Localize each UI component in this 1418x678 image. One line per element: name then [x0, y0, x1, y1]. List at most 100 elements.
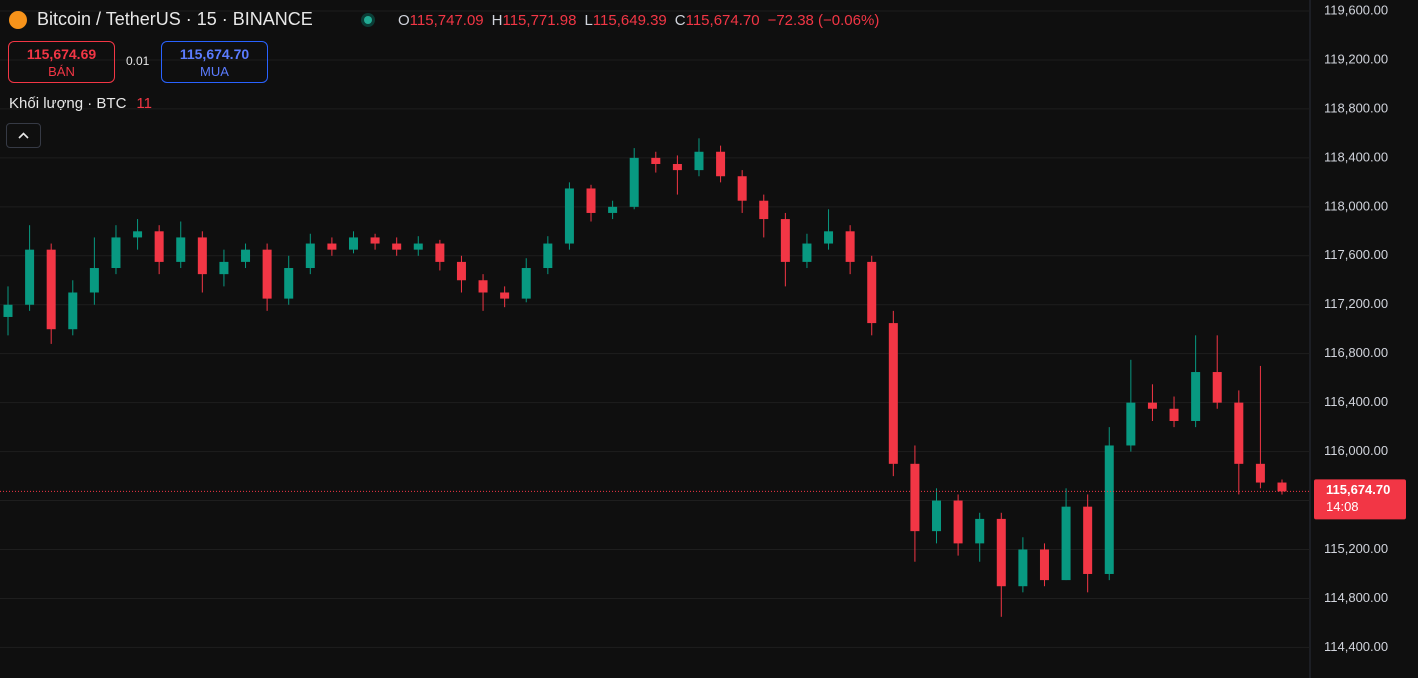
candle-body [1126, 402, 1136, 446]
sell-button[interactable]: 115,674.69 BÁN [8, 41, 115, 83]
candle-body [608, 206, 618, 213]
candle-body [1061, 506, 1071, 581]
ohlc-label: C [674, 12, 686, 29]
candle-body [716, 151, 726, 177]
candle-body [1018, 549, 1028, 587]
candle-body [910, 463, 920, 532]
status-dot [364, 16, 372, 24]
candle-body [327, 243, 337, 250]
sell-price: 115,674.69 [26, 46, 97, 62]
candle-body [370, 237, 380, 244]
buy-label: MUA [200, 64, 229, 79]
candle-body [564, 188, 574, 244]
candle-body [154, 231, 164, 262]
candle-body [176, 237, 186, 262]
change: −72.38 (−0.06%) [767, 12, 880, 29]
candle-body [241, 249, 251, 262]
last-price-badge [1314, 479, 1406, 520]
candle-body [1039, 549, 1049, 581]
volume-label: Khối lượng · BTC [9, 95, 127, 112]
ohlc-label: L [584, 12, 593, 29]
y-tick-label: 118,800.00 [1324, 100, 1388, 115]
candle-body [435, 243, 445, 262]
candle-body [759, 200, 769, 220]
candle-body [845, 231, 855, 262]
y-tick-label: 117,200.00 [1324, 296, 1388, 311]
candle-body [219, 261, 229, 275]
candle-body [456, 261, 466, 281]
candle-body [586, 188, 596, 213]
candle-body [133, 231, 143, 238]
y-tick-label: 116,000.00 [1324, 443, 1388, 458]
candle-body [111, 237, 121, 269]
buy-price: 115,674.70 [179, 46, 250, 62]
ohlc-legend: O115,747.09 H115,771.98 L115,649.39 C115,67… [398, 12, 887, 29]
candle-body [68, 292, 78, 330]
candle-body [694, 151, 704, 171]
candle-body [1191, 372, 1201, 421]
candle-body [1255, 463, 1265, 483]
candle-body [305, 243, 315, 269]
buy-button[interactable]: 115,674.70 MUA [161, 41, 268, 83]
candle-body [500, 292, 510, 299]
candle-body [996, 518, 1006, 587]
candle-body [25, 249, 35, 305]
y-tick-label: 114,800.00 [1324, 590, 1388, 605]
candle-body [867, 261, 877, 324]
candle-body [1234, 402, 1244, 464]
candle-body [672, 163, 682, 171]
y-tick-label: 116,800.00 [1324, 345, 1388, 360]
volume-legend: Khối lượng · BTC 11 [9, 95, 152, 112]
candle-body [543, 243, 553, 269]
candle-body [392, 243, 402, 250]
y-tick-label: 116,400.00 [1324, 394, 1388, 409]
candle-body [1169, 408, 1179, 421]
candle-body [262, 249, 272, 299]
status-halo [361, 13, 375, 27]
coin-icon [9, 11, 27, 29]
last-price-label: 115,674.70 [1326, 482, 1390, 497]
candle-body [413, 243, 423, 250]
y-tick-label: 118,400.00 [1324, 149, 1388, 164]
candle-body [802, 243, 812, 262]
candle-body [824, 231, 834, 244]
ohlc-label: H [491, 12, 503, 29]
candle-body [521, 268, 531, 299]
y-tick-label: 114,400.00 [1324, 639, 1388, 654]
candle-body [348, 237, 358, 250]
candle-body [651, 157, 661, 164]
collapse-button[interactable] [6, 123, 41, 148]
candle-body [888, 323, 898, 464]
candle-body [1083, 506, 1093, 574]
symbol-title[interactable]: Bitcoin / TetherUS · 15 · BINANCE [37, 9, 313, 29]
candle-body [975, 518, 985, 544]
candle-body [197, 237, 207, 275]
ohlc-value: 115,649.39 [592, 12, 667, 29]
candle-body [1147, 402, 1157, 409]
candle-body [284, 268, 294, 299]
candle-body [932, 500, 942, 532]
ohlc-label: O [398, 12, 410, 29]
ohlc-value: 115,747.09 [409, 12, 484, 29]
sell-label: BÁN [48, 64, 75, 79]
countdown: 14:08 [1326, 499, 1359, 514]
candle-body [478, 280, 488, 293]
candle-body [1212, 372, 1222, 403]
candle-body [3, 304, 13, 317]
candle-body [737, 176, 747, 201]
spread: 0.01 [126, 54, 150, 68]
candle-body [89, 268, 99, 293]
y-tick-label: 119,200.00 [1324, 51, 1388, 66]
candle-body [1277, 482, 1287, 492]
ohlc-value: 115,674.70 [685, 12, 760, 29]
volume-value: 11 [136, 95, 152, 112]
candle-body [780, 219, 790, 262]
y-tick-label: 115,200.00 [1324, 541, 1388, 556]
candle-body [46, 249, 56, 330]
ohlc-value: 115,771.98 [502, 12, 577, 29]
chevron [18, 132, 29, 139]
candle-body [953, 500, 963, 544]
y-tick-label: 117,600.00 [1324, 247, 1388, 262]
